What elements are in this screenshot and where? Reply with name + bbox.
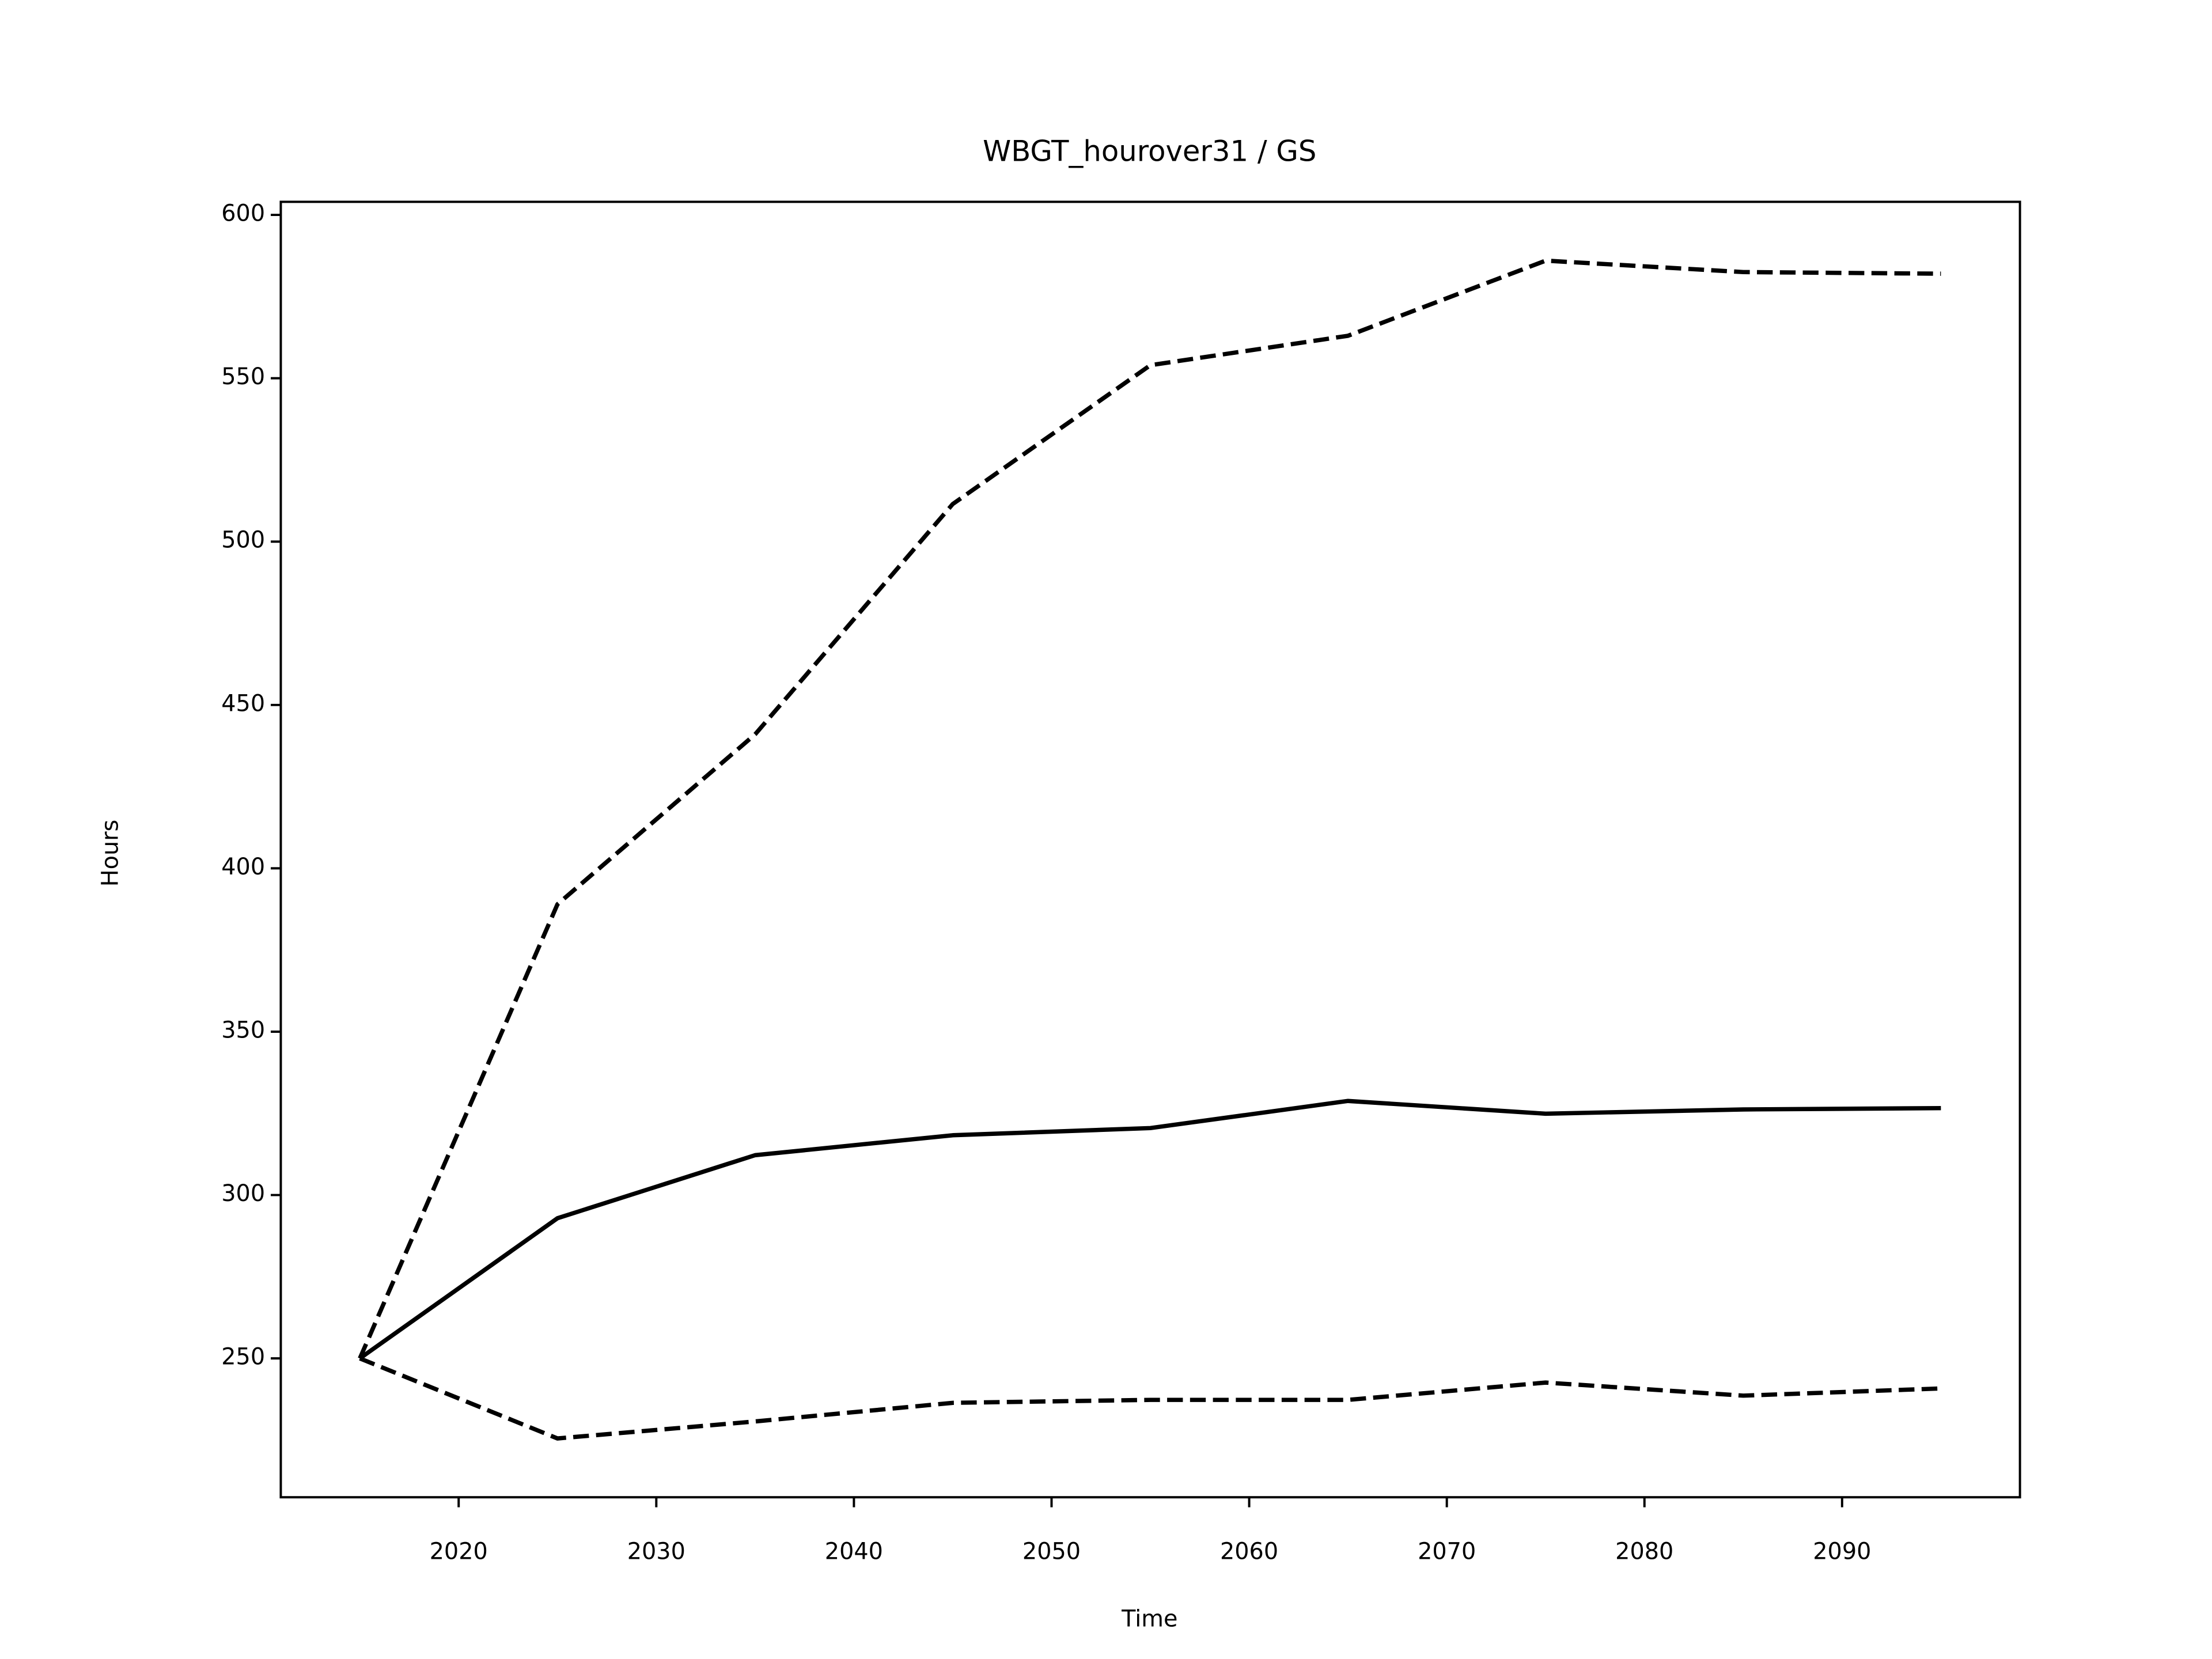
x-tick-label: 2060 xyxy=(1220,1539,1278,1565)
y-tick-label: 600 xyxy=(221,200,265,227)
chart-title: WBGT_hourover31 / GS xyxy=(983,134,1316,168)
line-series xyxy=(358,258,1941,1359)
x-tick-label: 2070 xyxy=(1418,1539,1476,1565)
y-tick-label: 550 xyxy=(221,363,265,390)
y-tick-label: 400 xyxy=(221,854,265,880)
x-tick-label: 2030 xyxy=(627,1539,685,1565)
line-series xyxy=(359,1356,1941,1441)
line-series xyxy=(358,1099,1941,1361)
y-tick-label: 500 xyxy=(221,527,265,554)
x-tick-label: 2020 xyxy=(430,1539,488,1565)
y-tick-label: 300 xyxy=(221,1180,265,1207)
plot-frame xyxy=(279,200,2021,1499)
x-tick-label: 2080 xyxy=(1615,1539,1673,1565)
x-axis-label: Time xyxy=(1121,1605,1177,1632)
x-tick-label: 2050 xyxy=(1022,1539,1081,1565)
x-tick-label: 2090 xyxy=(1813,1539,1871,1565)
x-tick-label: 2040 xyxy=(825,1539,883,1565)
y-tick-label: 350 xyxy=(221,1017,265,1043)
y-axis-label: Hours xyxy=(97,820,124,887)
y-tick-label: 450 xyxy=(221,690,265,717)
y-tick-label: 250 xyxy=(221,1344,265,1370)
